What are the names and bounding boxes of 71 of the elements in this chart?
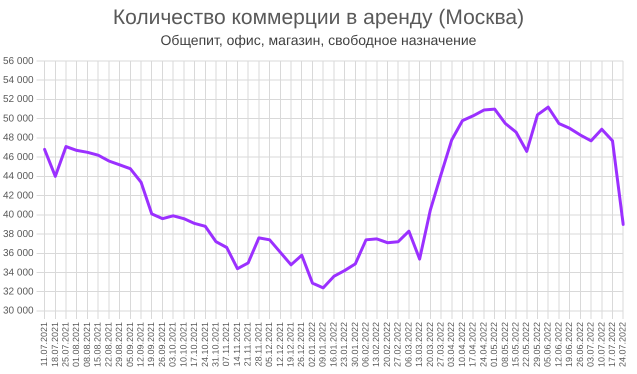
x-tick-label: 10.07.2022 [596,322,606,368]
y-tick-label: 42 000 [2,190,34,202]
x-tick-label: 03.07.2022 [586,322,596,368]
x-tick-label: 08.08.2021 [82,322,92,368]
x-tick-label: 21.11.2021 [242,322,253,366]
x-tick-label: 12.12.2021 [274,322,285,368]
x-tick-label: 16.01.2022 [328,322,338,368]
x-tick-label: 13.02.2022 [371,322,382,368]
x-tick-label: 17.07.2022 [606,322,617,368]
x-tick-label: 18.07.2021 [50,322,60,368]
x-tick-label: 05.12.2021 [264,322,274,368]
y-tick-label: 52 000 [2,94,34,106]
x-tick-label: 27.02.2022 [392,322,403,368]
y-tick-label: 34 000 [2,267,34,278]
x-tick-label: 17.10.2021 [189,322,200,368]
y-tick-label: 54 000 [2,74,34,86]
x-tick-label: 14.11.2021 [232,322,242,366]
x-tick-label: 10.10.2021 [178,322,188,368]
x-tick-label: 03.04.2022 [446,322,456,368]
y-tick-label: 36 000 [2,248,34,260]
x-tick-label: 29.08.2021 [114,322,124,368]
x-tick-label: 13.03.2022 [414,322,424,368]
x-tick-label: 06.02.2022 [360,322,371,368]
x-tick-label: 19.06.2022 [564,322,574,368]
chart-title: Количество коммерции в аренду (Москва) [112,6,526,31]
x-tick-label: 06.03.2022 [403,322,414,368]
x-tick-label: 26.06.2022 [574,322,585,368]
y-tick-label: 56 000 [2,56,34,67]
x-tick-label: 02.01.2022 [306,322,317,368]
y-tick-label: 44 000 [2,171,34,182]
x-tick-label: 22.08.2021 [103,322,114,368]
x-tick-label: 09.01.2022 [318,322,328,368]
x-tick-label: 26.09.2021 [156,322,167,368]
y-tick-label: 30 000 [2,306,34,317]
x-tick-label: 01.05.2022 [489,322,500,368]
x-tick-label: 08.05.2022 [500,322,510,368]
x-tick-label: 01.08.2021 [71,322,82,368]
x-tick-label: 10.04.2022 [456,322,467,368]
x-tick-label: 23.01.2022 [339,322,350,368]
x-tick-label: 30.01.2022 [350,322,360,368]
x-tick-label: 24.04.2022 [478,322,488,368]
chart-subtitle: Общепит, офис, магазин, свободное назначение [160,32,478,50]
y-tick-label: 50 000 [2,113,34,124]
x-tick-label: 24.07.2022 [618,322,628,368]
x-tick-label: 15.08.2021 [92,322,103,368]
x-tick-label: 15.05.2022 [510,322,521,368]
y-tick-label: 46 000 [2,152,34,163]
x-tick-label: 07.11.2021 [221,322,232,366]
x-tick-label: 28.11.2021 [253,322,264,366]
x-tick-label: 12.09.2021 [136,322,146,368]
y-tick-label: 32 000 [2,286,34,298]
x-tick-label: 26.12.2021 [296,322,306,368]
x-tick-label: 24.10.2021 [200,322,210,368]
x-tick-label: 22.05.2022 [521,322,532,368]
x-tick-label: 19.12.2021 [286,322,296,368]
x-tick-label: 12.06.2022 [553,322,564,368]
x-tick-label: 25.07.2021 [60,322,70,368]
x-tick-label: 05.09.2021 [124,322,135,368]
x-tick-label: 17.04.2022 [468,322,478,368]
x-tick-label: 29.05.2022 [532,322,542,368]
x-tick-label: 05.06.2022 [542,322,553,368]
x-tick-label: 03.10.2021 [168,322,178,368]
y-tick-label: 48 000 [2,132,34,144]
x-tick-label: 11.07.2021 [39,322,50,366]
x-tick-label: 19.09.2021 [146,322,156,368]
x-tick-label: 31.10.2021 [210,322,221,368]
y-tick-label: 38 000 [2,228,34,240]
y-tick-label: 40 000 [2,210,34,221]
x-tick-label: 20.02.2022 [382,322,392,368]
x-tick-label: 20.03.2022 [424,322,435,368]
x-tick-label: 27.03.2022 [436,322,446,368]
